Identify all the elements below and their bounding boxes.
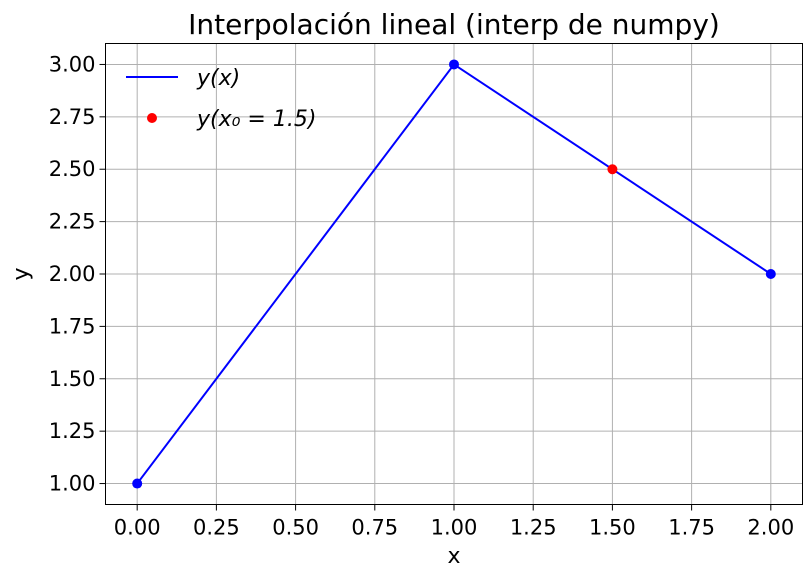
- y-tick-label: 3.00: [49, 52, 96, 76]
- x-tick-label: 1.50: [589, 516, 636, 540]
- legend-entry-yx: y(x): [196, 66, 240, 91]
- x-axis-ticks: 0.00 0.25 0.50 0.75 1.00 1.25 1.50 1.75 2.00: [114, 504, 794, 540]
- x-tick-label: 0.25: [193, 516, 240, 540]
- x-tick-label: 0.00: [114, 516, 161, 540]
- data-point: [765, 269, 776, 279]
- plot-series: [132, 59, 776, 489]
- data-point: [449, 59, 459, 70]
- plot-frame: [105, 43, 803, 505]
- legend-red-dot-marker: [147, 113, 157, 123]
- y-axis-label: y: [9, 267, 34, 280]
- x-tick-label: 0.75: [351, 516, 398, 540]
- y-tick-label: 1.75: [49, 314, 96, 338]
- y-tick-label: 2.25: [49, 210, 96, 234]
- x-axis-label: x: [447, 544, 460, 569]
- x-tick-label: 1.75: [668, 516, 715, 540]
- chart-title: Interpolación lineal (interp de numpy): [188, 8, 720, 41]
- y-tick-label: 2.00: [49, 262, 96, 286]
- y-tick-label: 1.50: [49, 367, 96, 391]
- y-tick-label: 1.00: [49, 472, 96, 496]
- y-tick-label: 2.50: [49, 157, 96, 181]
- y-axis-ticks: 1.00 1.25 1.50 1.75 2.00 2.25 2.50 2.75 3.00: [49, 52, 106, 496]
- x-tick-label: 1.25: [510, 516, 557, 540]
- legend: y(x) y(x₀ = 1.5): [126, 66, 316, 132]
- legend-entry-yx0: y(x₀ = 1.5): [196, 107, 316, 132]
- data-point: [132, 478, 143, 489]
- y-tick-label: 1.25: [49, 419, 96, 443]
- x-tick-label: 0.50: [272, 516, 319, 540]
- y-tick-label: 2.75: [49, 105, 96, 129]
- x-tick-label: 2.00: [747, 516, 794, 540]
- x-tick-label: 1.00: [431, 516, 478, 540]
- interpolated-point: [607, 164, 618, 175]
